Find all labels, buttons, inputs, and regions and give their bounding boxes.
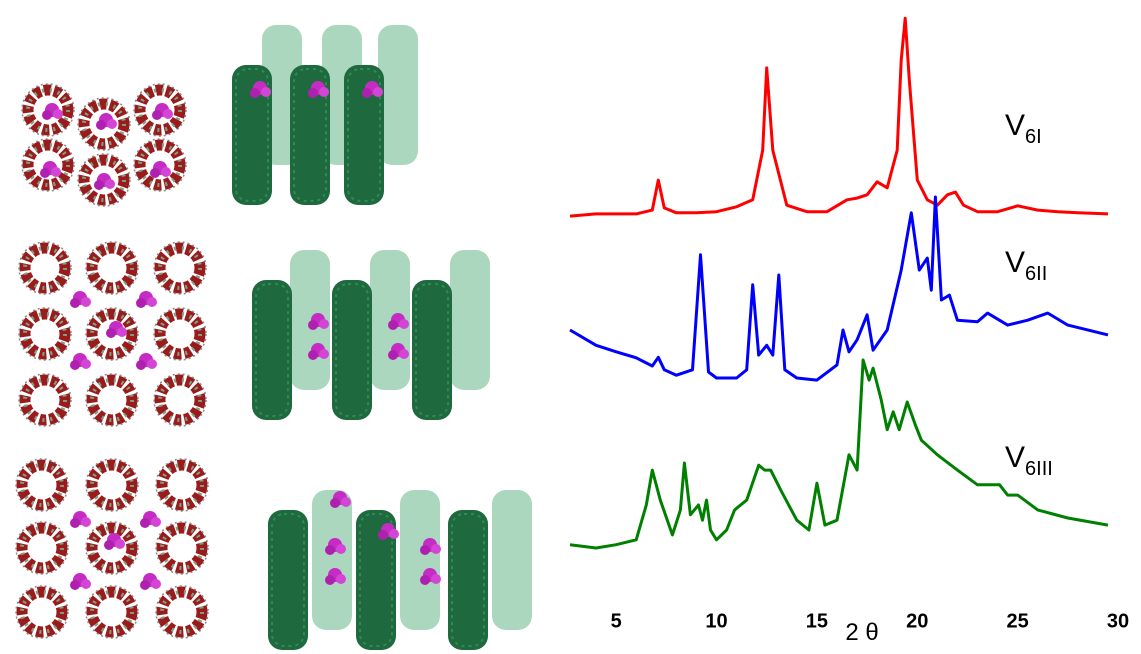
x-tick-label: 20	[906, 610, 928, 632]
series-line	[569, 358, 1109, 550]
x-tick-label: 5	[611, 610, 622, 632]
molecular-images	[16, 25, 532, 651]
series-subscript: 6II	[1025, 263, 1047, 285]
x-axis-label: 2 θ	[845, 619, 878, 646]
series-line	[569, 195, 1109, 382]
series-name: V	[1005, 246, 1025, 279]
x-tick-label: 25	[1007, 610, 1029, 632]
series-name: V	[1005, 441, 1025, 474]
x-tick-label: 10	[705, 610, 727, 632]
series-label: V6III	[1005, 441, 1053, 480]
series-label: V6I	[1005, 109, 1042, 148]
series-line	[569, 16, 1109, 218]
x-tick-label: 30	[1107, 610, 1129, 632]
series-subscript: 6I	[1025, 126, 1042, 148]
x-tick-label: 15	[806, 610, 828, 632]
series-name: V	[1005, 109, 1025, 142]
series-label: V6II	[1005, 246, 1047, 285]
series-subscript: 6III	[1025, 458, 1053, 480]
